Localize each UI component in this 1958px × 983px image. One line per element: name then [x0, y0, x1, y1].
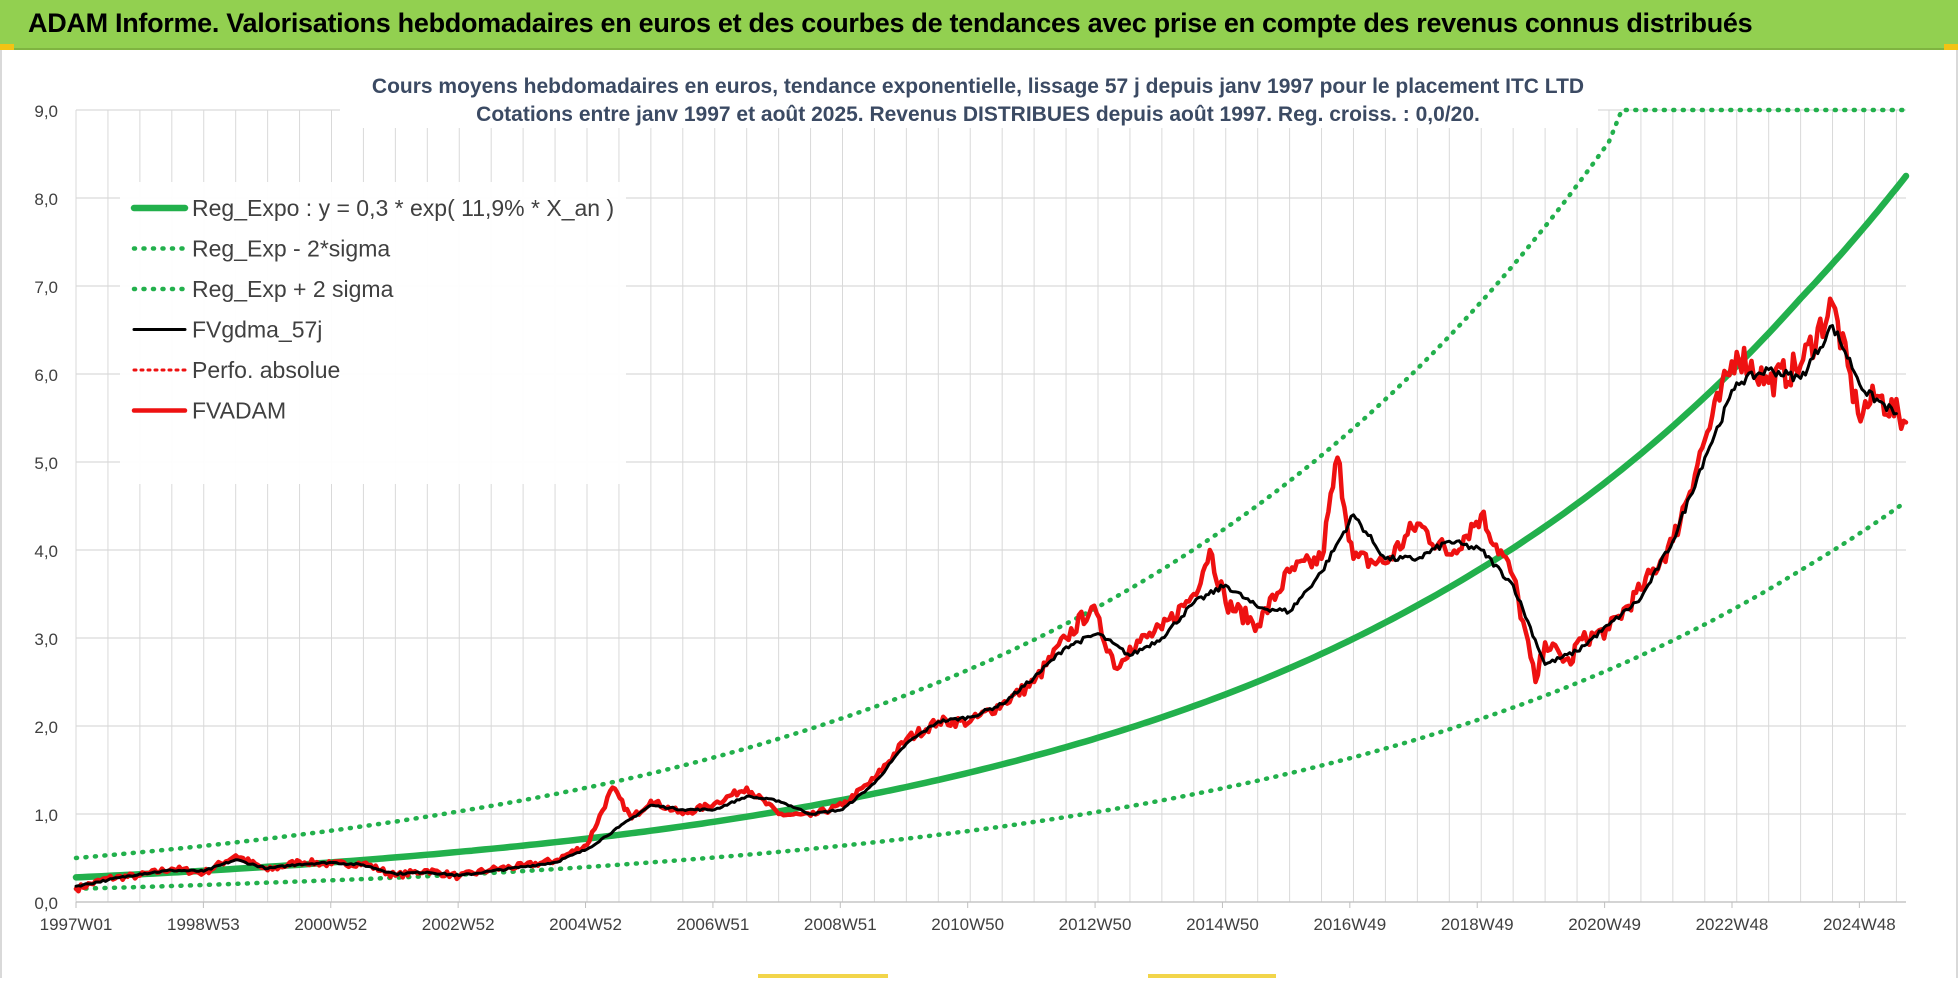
x-tick-label: 2014W50: [1186, 915, 1259, 934]
report-header: ADAM Informe. Valorisations hebdomadaire…: [0, 0, 1958, 50]
x-tick-label: 2012W50: [1059, 915, 1132, 934]
x-tick-label: 2006W51: [677, 915, 750, 934]
y-tick-label: 9,0: [34, 102, 58, 121]
legend-label-smoothed-line: FVgdma_57j: [192, 317, 322, 343]
legend: Reg_Expo : y = 0,3 * exp( 11,9% * X_an )…: [120, 182, 626, 484]
corner-marker-right: [1944, 44, 1958, 50]
chart-area: 0,0 1,0 2,0 3,0 4,0 5,0 6,0 7,0 8,0 9,0 1997W01 199…: [0, 50, 1958, 978]
x-tick-label: 2024W48: [1823, 915, 1896, 934]
y-tick-label: 7,0: [34, 278, 58, 297]
chart-subtitle: Cotations entre janv 1997 et août 2025. …: [476, 103, 1480, 126]
y-tick-label: 0,0: [34, 894, 58, 913]
x-tick-label: 1997W01: [40, 915, 113, 934]
footer-marker-left: [758, 974, 888, 978]
footer-marker-right: [1148, 974, 1276, 978]
legend-label-lower-band-line: Reg_Exp - 2*sigma: [192, 236, 390, 262]
upper-band-line: [73, 107, 1909, 861]
x-tick-label: 2004W52: [549, 915, 622, 934]
y-tick-label: 4,0: [34, 542, 58, 561]
legend-label-absolute-perf-line: Perfo. absolue: [192, 357, 340, 383]
lower-band-line: [73, 499, 1909, 892]
chart-title: Cours moyens hebdomadaires en euros, ten…: [372, 75, 1584, 98]
y-tick-label: 3,0: [34, 630, 58, 649]
title-background: [340, 64, 1598, 128]
legend-label-price-line: FVADAM: [192, 398, 286, 424]
x-tick-label: 1998W53: [167, 915, 240, 934]
report-title: ADAM Informe. Valorisations hebdomadaire…: [28, 8, 1753, 38]
x-tick-label: 2008W51: [804, 915, 877, 934]
legend-label-trend-line: Reg_Expo : y = 0,3 * exp( 11,9% * X_an ): [192, 195, 614, 221]
corner-marker-left: [0, 44, 14, 50]
y-tick-label: 5,0: [34, 454, 58, 473]
x-tick-label: 2018W49: [1441, 915, 1514, 934]
trend-line: [72, 172, 1910, 881]
x-tick-label: 2000W52: [294, 915, 367, 934]
legend-label-upper-band-line: Reg_Exp + 2 sigma: [192, 276, 394, 302]
y-tick-label: 8,0: [34, 190, 58, 209]
chart-titles: Cours moyens hebdomadaires en euros, ten…: [340, 64, 1598, 128]
x-tick-label: 2016W49: [1313, 915, 1386, 934]
y-tick-label: 2,0: [34, 718, 58, 737]
x-tick-label: 2002W52: [422, 915, 495, 934]
x-tick-label: 2022W48: [1696, 915, 1769, 934]
line-chart: 0,0 1,0 2,0 3,0 4,0 5,0 6,0 7,0 8,0 9,0 1997W01 199…: [34, 64, 1910, 934]
x-tick-label: 2020W49: [1568, 915, 1641, 934]
y-tick-label: 6,0: [34, 366, 58, 385]
axes: 0,0 1,0 2,0 3,0 4,0 5,0 6,0 7,0 8,0 9,0 1997W01 199…: [34, 102, 1906, 934]
y-tick-label: 1,0: [34, 806, 58, 825]
x-tick-label: 2010W50: [931, 915, 1004, 934]
smoothed-line: [74, 324, 1898, 888]
legend-background: [120, 182, 626, 484]
series-lines: [72, 107, 1910, 894]
